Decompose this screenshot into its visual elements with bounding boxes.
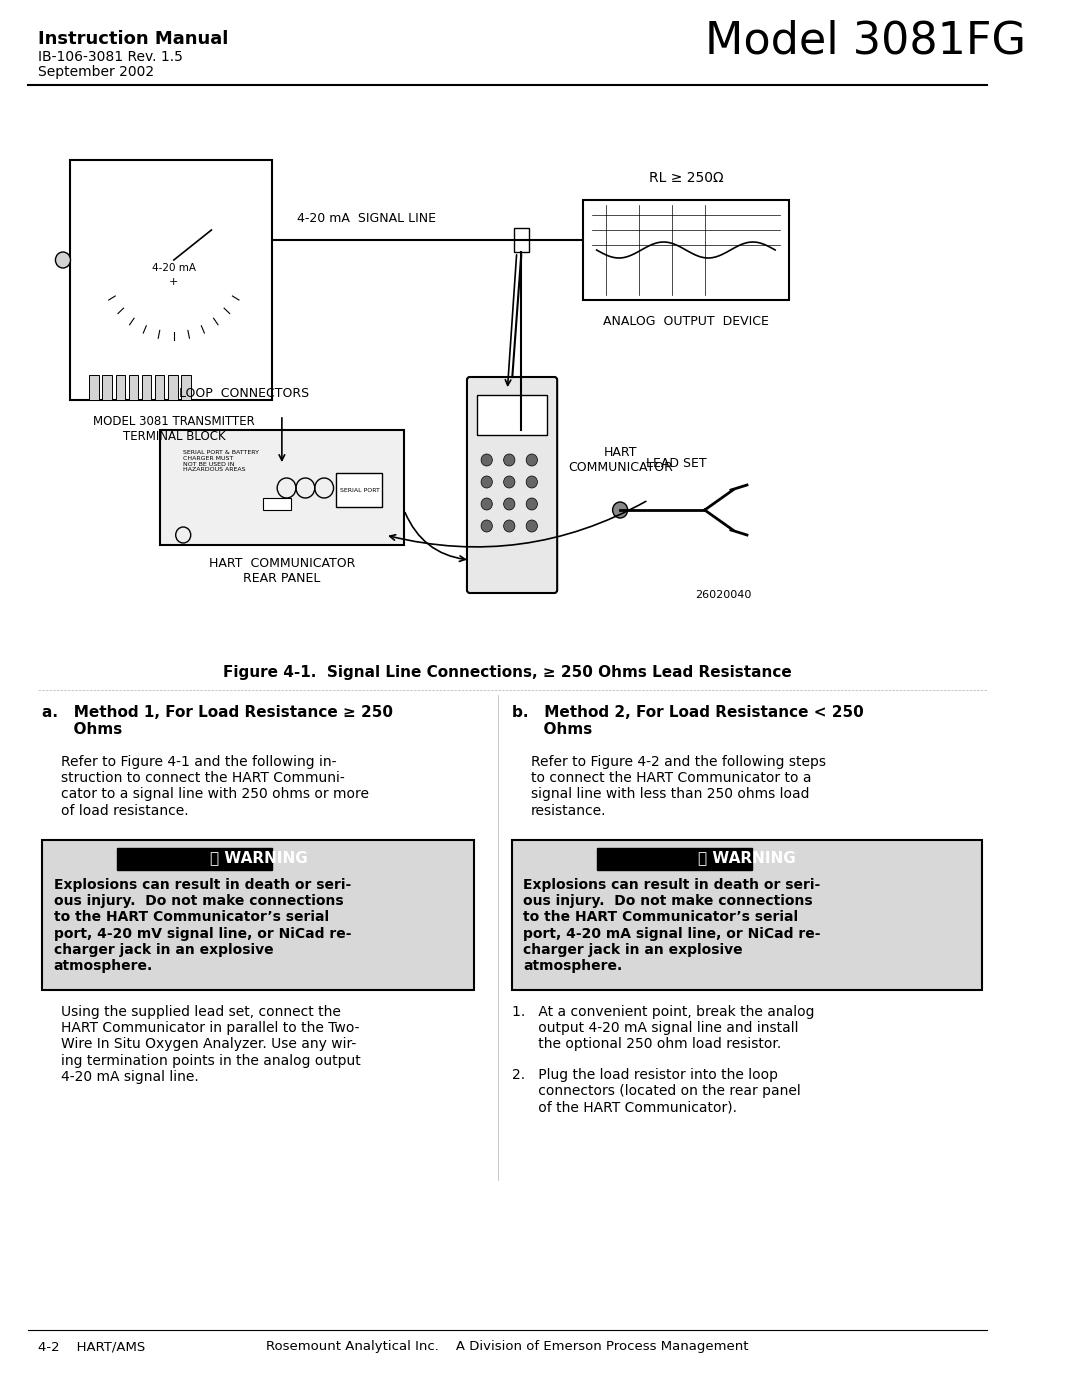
Circle shape <box>503 454 515 467</box>
Text: Ⓦ WARNING: Ⓦ WARNING <box>210 849 308 865</box>
Text: Figure 4-1.  Signal Line Connections, ≥ 250 Ohms Lead Resistance: Figure 4-1. Signal Line Connections, ≥ 2… <box>222 665 792 680</box>
Text: Using the supplied lead set, connect the
HART Communicator in parallel to the Tw: Using the supplied lead set, connect the… <box>62 1004 361 1084</box>
Text: a.   Method 1, For Load Resistance ≥ 250
      Ohms: a. Method 1, For Load Resistance ≥ 250 O… <box>42 705 393 738</box>
Text: LOOP  CONNECTORS: LOOP CONNECTORS <box>179 387 309 400</box>
Bar <box>264 497 292 510</box>
Text: 2.   Plug the load resistor into the loop
      connectors (located on the rear : 2. Plug the load resistor into the loop … <box>512 1067 801 1115</box>
Bar <box>181 374 191 400</box>
Text: 4-20 mA: 4-20 mA <box>152 263 195 272</box>
Text: b.   Method 2, For Load Resistance < 250
      Ohms: b. Method 2, For Load Resistance < 250 O… <box>512 705 864 738</box>
Text: HART
COMMUNICATOR: HART COMMUNICATOR <box>568 446 673 474</box>
Text: Refer to Figure 4-2 and the following steps
to connect the HART Communicator to : Refer to Figure 4-2 and the following st… <box>531 754 826 817</box>
Bar <box>168 374 177 400</box>
Text: SERIAL PORT: SERIAL PORT <box>340 488 380 493</box>
Circle shape <box>481 497 492 510</box>
Text: September 2002: September 2002 <box>38 66 153 80</box>
Bar <box>42 840 474 990</box>
Circle shape <box>503 476 515 488</box>
Bar <box>116 374 125 400</box>
Circle shape <box>526 497 538 510</box>
FancyBboxPatch shape <box>467 377 557 592</box>
Circle shape <box>55 251 70 268</box>
Bar <box>129 374 138 400</box>
Text: Instruction Manual: Instruction Manual <box>38 29 228 47</box>
FancyBboxPatch shape <box>118 848 272 870</box>
Bar <box>156 374 164 400</box>
Text: LEAD SET: LEAD SET <box>646 457 706 469</box>
FancyBboxPatch shape <box>582 200 789 300</box>
Text: Explosions can result in death or seri-
ous injury.  Do not make connections
to : Explosions can result in death or seri- … <box>54 877 351 972</box>
FancyBboxPatch shape <box>596 848 752 870</box>
Bar <box>90 374 98 400</box>
Circle shape <box>612 502 627 518</box>
Bar <box>141 374 151 400</box>
FancyBboxPatch shape <box>160 430 404 545</box>
Circle shape <box>503 520 515 532</box>
Text: +: + <box>170 277 178 286</box>
FancyBboxPatch shape <box>336 474 382 507</box>
Circle shape <box>481 454 492 467</box>
Text: Model 3081FG: Model 3081FG <box>704 20 1026 63</box>
Text: Rosemount Analytical Inc.    A Division of Emerson Process Management: Rosemount Analytical Inc. A Division of … <box>266 1340 748 1354</box>
Bar <box>103 374 112 400</box>
Text: 1.   At a convenient point, break the analog
      output 4-20 mA signal line an: 1. At a convenient point, break the anal… <box>512 1004 814 1052</box>
Circle shape <box>503 497 515 510</box>
Text: Explosions can result in death or seri-
ous injury.  Do not make connections
to : Explosions can result in death or seri- … <box>524 877 821 972</box>
Text: IB-106-3081 Rev. 1.5: IB-106-3081 Rev. 1.5 <box>38 50 183 64</box>
Text: MODEL 3081 TRANSMITTER
TERMINAL BLOCK: MODEL 3081 TRANSMITTER TERMINAL BLOCK <box>93 415 255 443</box>
Bar <box>477 395 546 434</box>
Circle shape <box>526 520 538 532</box>
Circle shape <box>526 454 538 467</box>
Bar <box>512 840 982 990</box>
Text: 4-2    HART/AMS: 4-2 HART/AMS <box>38 1340 145 1354</box>
Circle shape <box>481 476 492 488</box>
Circle shape <box>526 476 538 488</box>
Text: SERIAL PORT & BATTERY
CHARGER MUST
NOT BE USED IN
HAZARDOUS AREAS: SERIAL PORT & BATTERY CHARGER MUST NOT B… <box>184 450 259 472</box>
Circle shape <box>481 520 492 532</box>
Text: HART  COMMUNICATOR
REAR PANEL: HART COMMUNICATOR REAR PANEL <box>208 557 355 585</box>
Text: RL ≥ 250Ω: RL ≥ 250Ω <box>649 170 724 184</box>
Bar <box>514 228 529 251</box>
Text: 4-20 mA  SIGNAL LINE: 4-20 mA SIGNAL LINE <box>297 212 436 225</box>
FancyBboxPatch shape <box>70 161 272 400</box>
Text: ANALOG  OUTPUT  DEVICE: ANALOG OUTPUT DEVICE <box>603 314 769 328</box>
Text: Refer to Figure 4-1 and the following in-
struction to connect the HART Communi-: Refer to Figure 4-1 and the following in… <box>62 754 369 817</box>
FancyBboxPatch shape <box>140 258 206 279</box>
Text: Ⓦ WARNING: Ⓦ WARNING <box>698 849 796 865</box>
Text: 26020040: 26020040 <box>696 590 752 599</box>
